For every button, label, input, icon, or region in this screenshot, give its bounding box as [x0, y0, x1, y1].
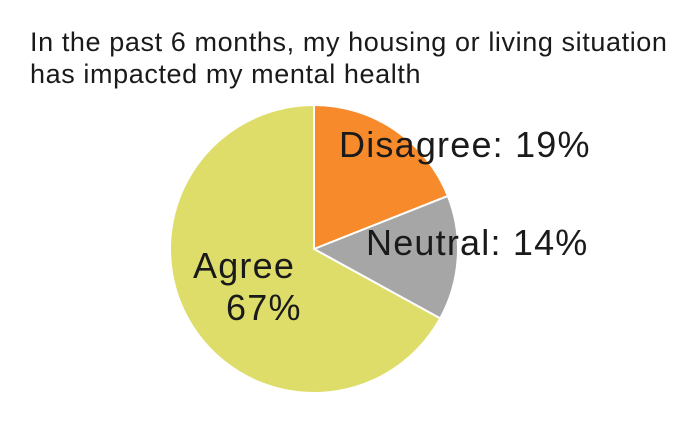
chart-title: In the past 6 months, my housing or livi…	[30, 27, 668, 89]
pie-labels: Disagree: 19% Neutral: 14% Agree 67%	[193, 124, 591, 328]
slice-label-agree-value: 67%	[226, 287, 302, 328]
pie-slice-disagree	[313, 103, 450, 251]
slice-label-neutral: Neutral: 14%	[366, 222, 589, 263]
pie-slice-neutral	[311, 194, 459, 320]
slice-label-disagree: Disagree: 19%	[339, 124, 591, 165]
pie-slices	[169, 103, 459, 394]
slice-label-agree-name: Agree	[193, 245, 295, 286]
pie-slice-agree	[169, 103, 442, 394]
